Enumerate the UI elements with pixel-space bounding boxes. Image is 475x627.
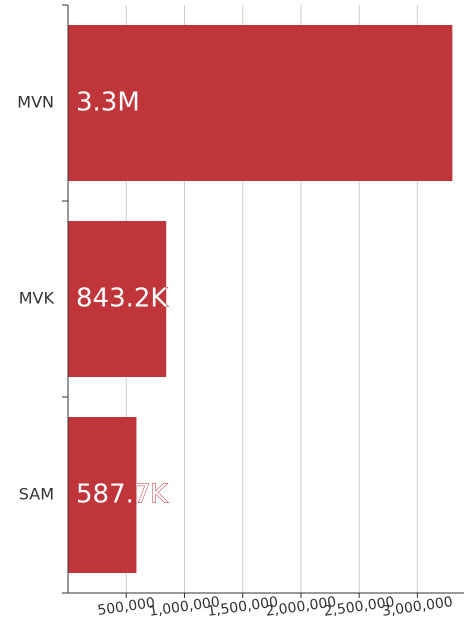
y-tick-label: MVN	[17, 93, 54, 112]
bar	[68, 25, 453, 181]
bar	[68, 221, 167, 377]
y-tick-label: MVK	[19, 289, 55, 308]
x-tick-label: 500,000	[96, 595, 156, 619]
value-label: 3.3M	[76, 88, 140, 118]
y-tick-label: SAM	[19, 485, 54, 504]
value-label: 587.7K	[76, 480, 168, 510]
value-label: 843.2K	[76, 284, 168, 314]
bar	[68, 417, 137, 573]
